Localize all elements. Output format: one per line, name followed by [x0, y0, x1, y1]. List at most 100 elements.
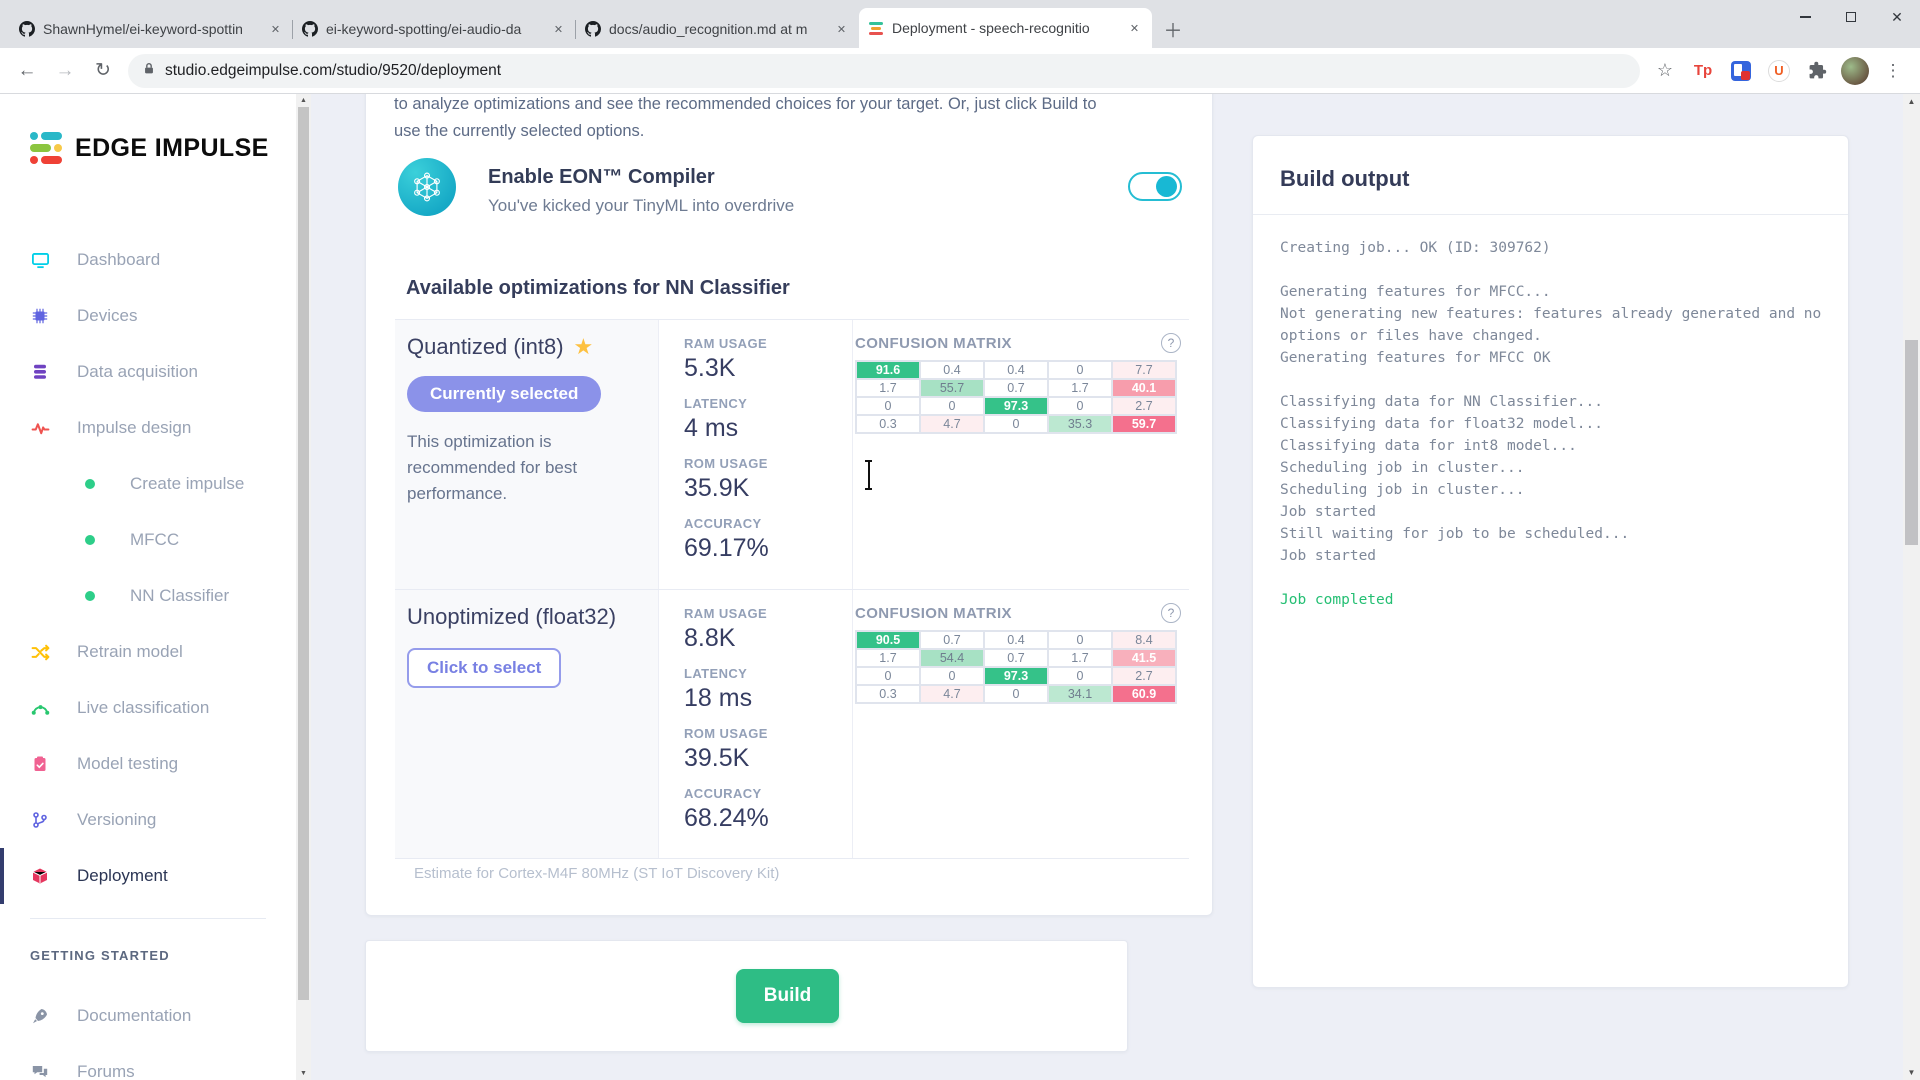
matrix-cell: 4.7: [920, 685, 984, 703]
matrix-row: 91.6 0.4 0.4 0 7.7: [856, 361, 1176, 379]
console-line: [1280, 259, 1828, 281]
sidebar-item-dashboard[interactable]: Dashboard: [0, 232, 296, 288]
sidebar-item-retrain-model[interactable]: Retrain model: [0, 624, 296, 680]
forward-button[interactable]: →: [55, 59, 75, 81]
extension-tp-icon[interactable]: Tp: [1693, 62, 1713, 79]
tab-github-2[interactable]: ei-keyword-spotting/ei-audio-da ✕: [293, 10, 576, 48]
matrix-cell: 8.4: [1112, 631, 1176, 649]
sidebar-item-devices[interactable]: Devices: [0, 288, 296, 344]
stat-label: LATENCY: [684, 666, 748, 681]
tab-deployment-active[interactable]: Deployment - speech-recognitio ✕: [859, 8, 1152, 48]
matrix-cell: 35.3: [1048, 415, 1112, 433]
back-button[interactable]: ←: [17, 59, 37, 81]
build-button[interactable]: Build: [735, 969, 840, 1023]
scroll-down-icon[interactable]: ▼: [1907, 1068, 1916, 1077]
matrix-cell: 0.7: [984, 649, 1048, 667]
reload-button[interactable]: ↻: [95, 60, 111, 81]
optimizations-table: Quantized (int8) ★ Currently selected Thi…: [395, 319, 1189, 859]
matrix-cell: 0.4: [984, 631, 1048, 649]
sidebar-item-data-acquisition[interactable]: Data acquisition: [0, 344, 296, 400]
edge-impulse-logo-icon: [30, 132, 62, 164]
confusion-matrix-int8: 91.6 0.4 0.4 0 7.7 1.7 55.7 0.7 1.7 40.1 0 0 97.3 0 2.…: [855, 360, 1177, 434]
help-icon[interactable]: ?: [1161, 603, 1181, 623]
monitor-icon: [30, 250, 50, 270]
dot-icon: [80, 474, 100, 494]
scroll-up-icon[interactable]: ▲: [300, 97, 307, 104]
app-area: EDGE IMPULSE Dashboard Devices Data acquis…: [0, 94, 1920, 1080]
optimization-row-float32: Unoptimized (float32) Click to select RA…: [395, 590, 1189, 859]
matrix-cell: 0.7: [984, 379, 1048, 397]
close-icon[interactable]: ✕: [836, 23, 847, 36]
scroll-down-icon[interactable]: ▼: [300, 1070, 307, 1077]
sidebar-item-model-testing[interactable]: Model testing: [0, 736, 296, 792]
matrix-cell: 91.6: [856, 361, 920, 379]
intro-line-1: to analyze optimizations and see the rec…: [394, 95, 1097, 113]
browser-menu-icon[interactable]: ⋮: [1884, 60, 1902, 80]
minimize-button[interactable]: [1782, 0, 1828, 34]
click-to-select-button[interactable]: Click to select: [407, 648, 562, 688]
recommended-star-icon: ★: [573, 334, 594, 359]
page-scrollbar[interactable]: ▲ ▼: [1903, 94, 1920, 1080]
rocket-icon: [30, 1006, 50, 1026]
tab-github-1[interactable]: ShawnHymel/ei-keyword-spottin ✕: [10, 10, 293, 48]
sidebar-nav: Dashboard Devices Data acquisition Impulse …: [0, 232, 296, 904]
sidebar-item-nn-classifier[interactable]: NN Classifier: [0, 568, 296, 624]
content-area: to analyze optimizations and see the rec…: [311, 94, 1920, 1080]
sidebar-item-create-impulse[interactable]: Create impulse: [0, 456, 296, 512]
sidebar-item-documentation[interactable]: Documentation: [0, 988, 296, 1044]
live-icon: [30, 698, 50, 718]
profile-avatar[interactable]: [1836, 53, 1874, 89]
stat-label: ROM USAGE: [684, 726, 768, 741]
console-line: Classifying data for float32 model...: [1280, 416, 1604, 432]
console-line: Job completed: [1280, 592, 1394, 608]
browser-toolbar: ← → ↻ studio.edgeimpulse.com/studio/9520…: [0, 48, 1920, 94]
optimization-stats-cell: RAM USAGE 8.8K LATENCY 18 ms ROM USAGE 39.5…: [659, 590, 853, 858]
matrix-row: 0 0 97.3 0 2.7: [856, 397, 1176, 415]
close-icon[interactable]: ✕: [1129, 22, 1140, 35]
tab-separator: [292, 20, 293, 39]
console-line: Scheduling job in cluster...: [1280, 460, 1525, 476]
help-icon[interactable]: ?: [1161, 333, 1181, 353]
close-icon[interactable]: ✕: [553, 23, 564, 36]
stat-label: LATENCY: [684, 396, 748, 411]
maximize-button[interactable]: [1828, 0, 1874, 34]
scroll-up-icon[interactable]: ▲: [1907, 97, 1916, 106]
clipboard-icon: [30, 754, 50, 774]
eon-compiler-subtitle: You've kicked your TinyML into overdrive: [488, 196, 795, 215]
sidebar-item-impulse-design[interactable]: Impulse design: [0, 400, 296, 456]
extension-password-icon[interactable]: [1722, 53, 1760, 89]
eon-compiler-toggle[interactable]: [1128, 172, 1182, 201]
sidebar-item-label: Dashboard: [77, 250, 161, 269]
sidebar-item-forums[interactable]: Forums: [0, 1044, 296, 1080]
console-line: [1280, 567, 1828, 589]
sidebar-item-label: Versioning: [77, 810, 157, 829]
page-scrollbar-thumb[interactable]: [1905, 340, 1918, 545]
stat-label: RAM USAGE: [684, 336, 768, 351]
sidebar-item-versioning[interactable]: Versioning: [0, 792, 296, 848]
matrix-cell: 97.3: [984, 667, 1048, 685]
optimization-name: Quantized (int8): [407, 334, 564, 359]
sidebar-item-live-classification[interactable]: Live classification: [0, 680, 296, 736]
extension-u-icon[interactable]: U: [1760, 53, 1798, 89]
build-output-title: Build output: [1253, 136, 1848, 215]
new-tab-button[interactable]: ＋: [1163, 20, 1183, 42]
close-icon[interactable]: ✕: [270, 23, 281, 36]
sidebar-scrollbar-thumb[interactable]: [298, 107, 309, 1000]
estimate-footnote: Estimate for Cortex-M4F 80MHz (ST IoT Di…: [414, 865, 780, 882]
extensions-puzzle-icon[interactable]: [1798, 53, 1836, 89]
sidebar-item-mfcc[interactable]: MFCC: [0, 512, 296, 568]
console-line: Job started: [1280, 548, 1377, 564]
close-window-button[interactable]: ✕: [1891, 8, 1903, 25]
edge-impulse-logo[interactable]: EDGE IMPULSE: [30, 132, 269, 164]
bookmark-star-icon[interactable]: ☆: [1656, 60, 1674, 80]
matrix-cell: 41.5: [1112, 649, 1176, 667]
dot-icon: [80, 530, 100, 550]
sidebar-item-deployment[interactable]: Deployment: [0, 848, 296, 904]
sidebar-item-label: Forums: [77, 1062, 135, 1080]
tab-github-3[interactable]: docs/audio_recognition.md at m ✕: [576, 10, 859, 48]
address-bar[interactable]: studio.edgeimpulse.com/studio/9520/deplo…: [128, 53, 1640, 88]
sidebar-scrollbar[interactable]: ▲ ▼: [296, 94, 311, 1080]
build-section: Build: [365, 940, 1128, 1052]
brand-name: EDGE IMPULSE: [75, 133, 269, 162]
sidebar-item-label: Live classification: [77, 698, 210, 717]
